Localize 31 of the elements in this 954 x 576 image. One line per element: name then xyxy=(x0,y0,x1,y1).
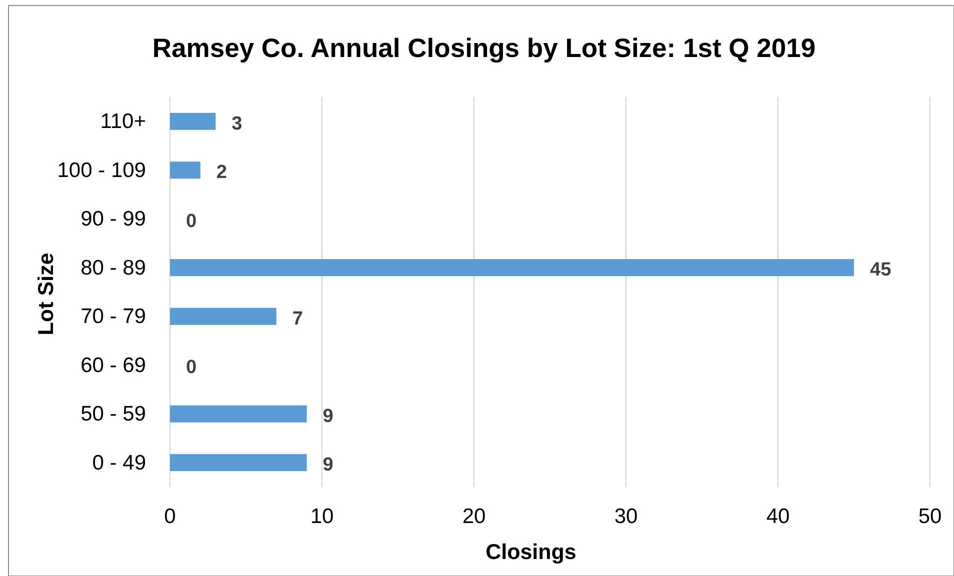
x-tick-label: 20 xyxy=(462,504,486,528)
data-label: 7 xyxy=(292,308,303,330)
x-tick-label: 30 xyxy=(614,504,638,528)
x-tick-label: 10 xyxy=(310,504,334,528)
y-axis-title: Lot Size xyxy=(34,252,58,336)
bar xyxy=(170,405,307,422)
data-label: 9 xyxy=(322,406,334,427)
y-tick-label: 50 - 59 xyxy=(80,402,146,426)
data-label: 0 xyxy=(186,357,197,378)
bar xyxy=(170,454,307,472)
y-tick-label: 110+ xyxy=(100,110,146,134)
chart-title: Ramsey Co. Annual Closings by Lot Size: 1st Q 2019 xyxy=(152,33,816,63)
y-tick-label: 100 - 109 xyxy=(57,158,146,182)
data-label: 0 xyxy=(186,210,197,232)
y-tick-label: 70 - 79 xyxy=(80,305,146,328)
y-tick-label: 0 - 49 xyxy=(92,451,146,474)
data-label: 2 xyxy=(216,162,227,184)
x-tick-label: 50 xyxy=(918,504,942,528)
x-tick-label: 0 xyxy=(164,504,176,528)
bar xyxy=(170,112,216,130)
x-tick-label: 40 xyxy=(766,504,790,528)
data-label: 45 xyxy=(870,260,892,281)
y-tick-label: 60 - 69 xyxy=(80,354,146,377)
bar xyxy=(170,259,854,276)
data-label: 3 xyxy=(232,113,242,134)
y-tick-label: 80 - 89 xyxy=(80,256,146,280)
bar xyxy=(170,162,200,179)
x-axis-title: Closings xyxy=(486,540,576,564)
y-tick-label: 90 - 99 xyxy=(80,208,146,231)
bar xyxy=(170,308,276,325)
data-label: 9 xyxy=(322,454,334,476)
